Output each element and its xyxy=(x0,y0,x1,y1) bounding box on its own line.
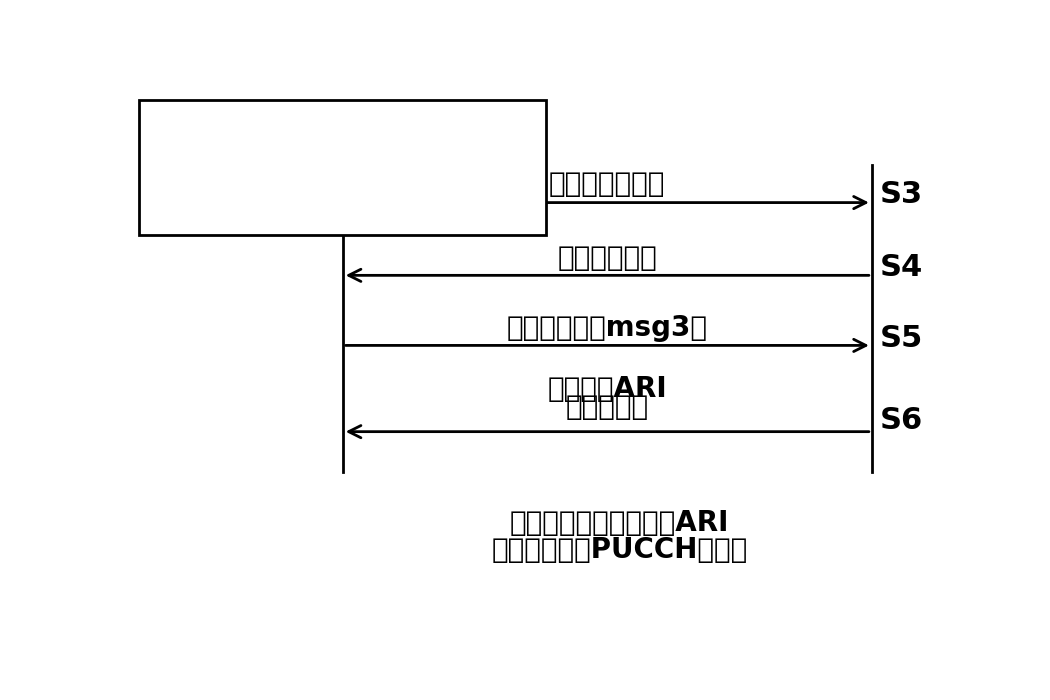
Text: 调度的传输（msg3）: 调度的传输（msg3） xyxy=(507,314,708,342)
Text: S2: S2 xyxy=(487,198,530,227)
Text: UE确定与公共ARI相关联: UE确定与公共ARI相关联 xyxy=(218,129,467,158)
Text: S3: S3 xyxy=(880,180,923,209)
Bar xyxy=(140,100,546,235)
Text: 在与用信号通知的公共ARI: 在与用信号通知的公共ARI xyxy=(510,510,729,538)
Text: S6: S6 xyxy=(880,407,923,435)
Text: 包括公共ARI: 包括公共ARI xyxy=(547,374,667,402)
Text: 随机接入响应: 随机接入响应 xyxy=(558,244,657,272)
Text: S4: S4 xyxy=(880,253,923,282)
Text: 相关联的公共PUCCH资源上: 相关联的公共PUCCH资源上 xyxy=(491,536,748,564)
Text: 的竞争解决: 的竞争解决 xyxy=(566,393,649,421)
Text: S5: S5 xyxy=(880,324,923,353)
Text: 的小区公共PUCCH资源: 的小区公共PUCCH资源 xyxy=(220,177,465,206)
Text: 随机接入前导码: 随机接入前导码 xyxy=(549,169,666,197)
